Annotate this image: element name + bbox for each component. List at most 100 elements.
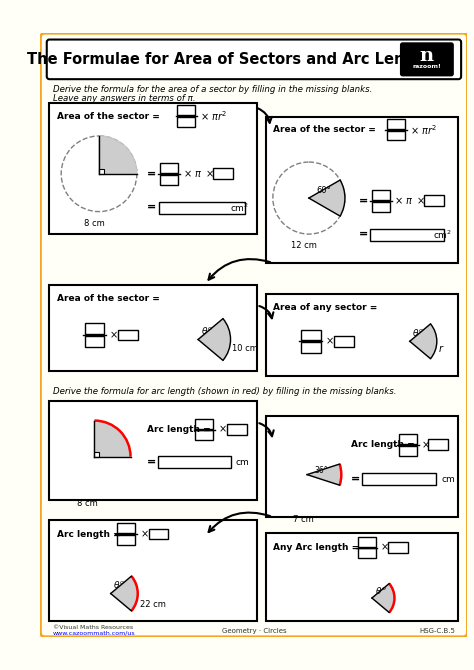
Bar [357, 549, 375, 558]
Bar [195, 419, 213, 429]
Bar [428, 440, 447, 450]
Bar [357, 537, 375, 547]
Bar [213, 168, 233, 179]
Text: $\times$: $\times$ [109, 330, 118, 340]
Bar [301, 330, 320, 340]
Text: ©Visual Maths Resources: ©Visual Maths Resources [53, 625, 133, 630]
Text: 36°: 36° [314, 466, 328, 474]
Text: $\theta^o$: $\theta^o$ [201, 325, 213, 336]
Text: Geometry · Circles: Geometry · Circles [222, 628, 286, 634]
Text: $\times$: $\times$ [380, 543, 389, 553]
Text: $\times\ \pi\ \times$: $\times\ \pi\ \times$ [183, 168, 214, 180]
FancyBboxPatch shape [40, 34, 467, 636]
Text: Any Arc length =: Any Arc length = [273, 543, 359, 552]
Bar [265, 533, 458, 620]
Text: Leave any answers in terms of π.: Leave any answers in terms of π. [53, 94, 196, 103]
Text: $\times\ \pi\ \times$: $\times\ \pi\ \times$ [394, 195, 426, 206]
Bar [49, 520, 256, 620]
Text: $\times\ \pi r^2$: $\times\ \pi r^2$ [410, 123, 437, 137]
Text: Area of the sector =: Area of the sector = [273, 125, 376, 134]
Polygon shape [410, 324, 437, 358]
Text: 60°: 60° [316, 186, 331, 196]
Bar [159, 202, 245, 214]
Bar [227, 424, 247, 435]
Bar [388, 542, 408, 553]
Text: $\times\ \pi r^2$: $\times\ \pi r^2$ [200, 109, 228, 123]
Bar [148, 529, 168, 539]
Polygon shape [111, 576, 138, 611]
Polygon shape [99, 136, 137, 174]
Text: r: r [438, 344, 443, 354]
Text: $\times$: $\times$ [218, 424, 227, 435]
Text: Arc length =: Arc length = [147, 425, 210, 434]
Text: cm: cm [236, 458, 250, 466]
Text: $\times$: $\times$ [325, 336, 334, 346]
Bar [118, 330, 138, 340]
Bar [372, 190, 390, 200]
Bar [387, 119, 405, 129]
Text: cm$^2$: cm$^2$ [433, 229, 452, 241]
Bar [265, 117, 458, 263]
Bar [372, 202, 390, 212]
FancyBboxPatch shape [401, 43, 453, 76]
Text: Derive the formula for arc length (shown in red) by filling in the missing blank: Derive the formula for arc length (shown… [53, 387, 397, 396]
Bar [49, 401, 256, 500]
Text: $\times$: $\times$ [420, 440, 429, 450]
Bar [84, 336, 104, 346]
FancyBboxPatch shape [47, 40, 461, 79]
Text: =: = [147, 202, 156, 212]
Text: Area of any sector =: Area of any sector = [273, 303, 377, 312]
Bar [424, 196, 444, 206]
Polygon shape [94, 421, 130, 457]
Text: $\times$: $\times$ [139, 529, 148, 539]
Bar [387, 131, 405, 141]
Bar [49, 103, 256, 234]
Bar [117, 523, 135, 533]
Bar [99, 170, 103, 174]
Bar [301, 342, 320, 353]
Text: HSG-C.B.5: HSG-C.B.5 [419, 628, 455, 634]
Polygon shape [307, 464, 341, 485]
Text: =: = [147, 169, 156, 179]
Text: $\theta^o$: $\theta^o$ [113, 579, 125, 590]
Text: $\theta^o$: $\theta^o$ [374, 586, 386, 596]
Bar [160, 163, 178, 173]
Text: Arc length =: Arc length = [57, 529, 120, 539]
Bar [94, 452, 99, 457]
Bar [157, 456, 231, 468]
Text: n: n [420, 47, 434, 65]
Bar [362, 473, 436, 486]
Text: Derive the formula for the area of a sector by filling in the missing blanks.: Derive the formula for the area of a sec… [53, 84, 373, 94]
Bar [265, 416, 458, 517]
Text: razoom!: razoom! [412, 64, 441, 69]
Text: Area of the sector =: Area of the sector = [57, 112, 160, 121]
Text: Arc length =: Arc length = [351, 440, 415, 450]
Polygon shape [372, 584, 394, 612]
Bar [84, 324, 104, 334]
Bar [49, 285, 256, 371]
Text: =: = [358, 229, 368, 239]
Polygon shape [309, 180, 345, 216]
Text: The Formulae for Area of Sectors and Arc Lengths: The Formulae for Area of Sectors and Arc… [27, 52, 441, 67]
Text: =: = [147, 457, 156, 467]
Bar [334, 336, 354, 346]
Text: www.cazoommath.com/us: www.cazoommath.com/us [53, 630, 136, 635]
Text: 22 cm: 22 cm [139, 600, 165, 609]
Bar [177, 105, 195, 115]
Text: 8 cm: 8 cm [77, 499, 98, 508]
Bar [265, 294, 458, 376]
Bar [399, 434, 417, 444]
Bar [195, 431, 213, 440]
Text: $\theta^o$: $\theta^o$ [412, 327, 424, 338]
Bar [160, 175, 178, 184]
Text: cm$^2$: cm$^2$ [230, 202, 249, 214]
Text: =: = [358, 196, 368, 206]
Text: 7 cm: 7 cm [293, 515, 314, 524]
Text: =: = [351, 474, 360, 484]
Bar [117, 535, 135, 545]
Bar [177, 117, 195, 127]
Text: 12 cm: 12 cm [292, 241, 317, 251]
Text: 8 cm: 8 cm [84, 219, 105, 228]
Text: 10 cm: 10 cm [232, 344, 258, 353]
Text: cm: cm [441, 474, 455, 484]
